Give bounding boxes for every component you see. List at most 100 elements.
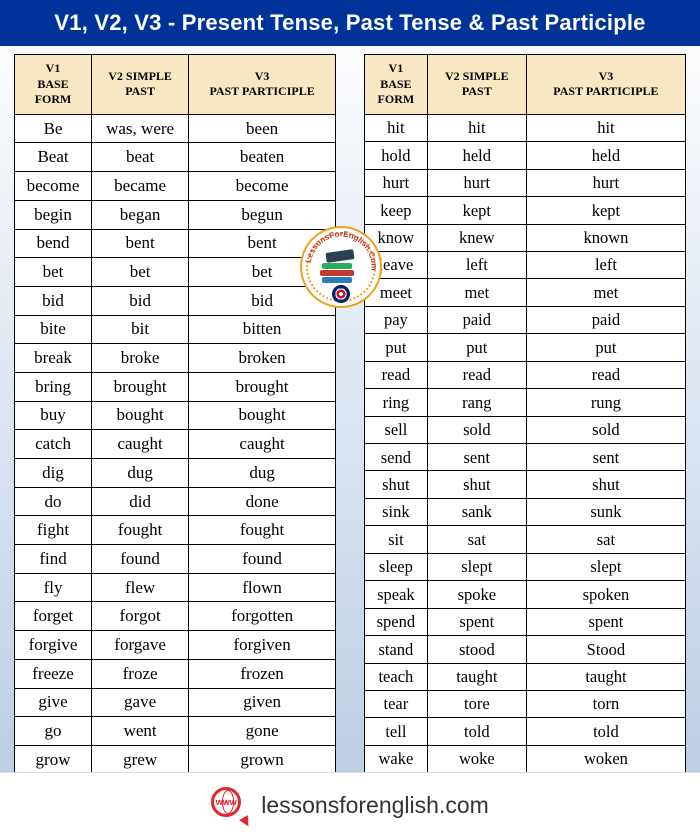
- table-cell: tell: [365, 718, 428, 745]
- table-cell: teach: [365, 663, 428, 690]
- table-cell: forgotten: [189, 602, 336, 631]
- table-cell: been: [189, 114, 336, 143]
- table-cell: wake: [365, 745, 428, 772]
- right-column: V1BASEFORM V2 SIMPLEPAST V3PAST PARTICIP…: [364, 54, 686, 832]
- table-cell: read: [526, 361, 685, 388]
- table-row: sendsentsent: [365, 444, 686, 471]
- table-cell: forgave: [92, 631, 189, 660]
- table-row: putputput: [365, 334, 686, 361]
- table-row: beginbeganbegun: [15, 200, 336, 229]
- table-cell: gave: [92, 688, 189, 717]
- table-row: bringbroughtbrought: [15, 372, 336, 401]
- table-row: sleepsleptslept: [365, 553, 686, 580]
- table-row: ringrangrung: [365, 389, 686, 416]
- table-cell: sit: [365, 526, 428, 553]
- table-cell: ring: [365, 389, 428, 416]
- table-cell: caught: [189, 430, 336, 459]
- table-cell: sunk: [526, 498, 685, 525]
- table-cell: sold: [526, 416, 685, 443]
- table-cell: bid: [92, 286, 189, 315]
- table-cell: held: [526, 142, 685, 169]
- left-column: V1BASEFORM V2 SIMPLEPAST V3PAST PARTICIP…: [14, 54, 336, 832]
- table-cell: bent: [92, 229, 189, 258]
- table-cell: known: [526, 224, 685, 251]
- table-row: bitebitbitten: [15, 315, 336, 344]
- table-cell: hit: [365, 114, 428, 141]
- table-cell: grew: [92, 745, 189, 774]
- table-cell: beaten: [189, 143, 336, 172]
- table-cell: sold: [427, 416, 526, 443]
- table-cell: bet: [15, 258, 92, 287]
- table-row: spendspentspent: [365, 608, 686, 635]
- table-row: readreadread: [365, 361, 686, 388]
- table-cell: give: [15, 688, 92, 717]
- table-cell: broken: [189, 344, 336, 373]
- table-cell: met: [526, 279, 685, 306]
- table-cell: sat: [526, 526, 685, 553]
- table-cell: found: [92, 545, 189, 574]
- table-row: breakbrokebroken: [15, 344, 336, 373]
- table-cell: sent: [526, 444, 685, 471]
- table-row: speakspokespoken: [365, 581, 686, 608]
- table-cell: go: [15, 717, 92, 746]
- table-cell: read: [427, 361, 526, 388]
- table-cell: dug: [189, 459, 336, 488]
- table-cell: flown: [189, 573, 336, 602]
- verbs-table-left: V1BASEFORM V2 SIMPLEPAST V3PAST PARTICIP…: [14, 54, 336, 832]
- table-cell: brought: [189, 372, 336, 401]
- table-cell: rang: [427, 389, 526, 416]
- table-cell: bought: [92, 401, 189, 430]
- table-cell: woke: [427, 745, 526, 772]
- table-row: knowknewknown: [365, 224, 686, 251]
- table-row: Bewas, werebeen: [15, 114, 336, 143]
- table-cell: hurt: [365, 169, 428, 196]
- table-cell: forget: [15, 602, 92, 631]
- table-row: wakewokewoken: [365, 745, 686, 772]
- uk-flag-icon: [332, 285, 350, 303]
- table-cell: become: [15, 172, 92, 201]
- table-cell: done: [189, 487, 336, 516]
- table-cell: given: [189, 688, 336, 717]
- tables-container: V1BASEFORM V2 SIMPLEPAST V3PAST PARTICIP…: [0, 46, 700, 832]
- table-cell: speak: [365, 581, 428, 608]
- table-cell: keep: [365, 197, 428, 224]
- books-icon: [322, 251, 360, 289]
- table-row: hurthurthurt: [365, 169, 686, 196]
- table-cell: bit: [92, 315, 189, 344]
- table-cell: fought: [189, 516, 336, 545]
- table-cell: shut: [526, 471, 685, 498]
- table-cell: Be: [15, 114, 92, 143]
- table-row: bidbidbid: [15, 286, 336, 315]
- table-cell: sink: [365, 498, 428, 525]
- table-row: flyflewflown: [15, 573, 336, 602]
- table-row: bendbentbent: [15, 229, 336, 258]
- table-cell: break: [15, 344, 92, 373]
- table-cell: fought: [92, 516, 189, 545]
- table-row: freezefrozefrozen: [15, 659, 336, 688]
- table-row: standstoodStood: [365, 636, 686, 663]
- table-cell: sell: [365, 416, 428, 443]
- table-row: givegavegiven: [15, 688, 336, 717]
- table-row: sellsoldsold: [365, 416, 686, 443]
- table-cell: broke: [92, 344, 189, 373]
- table-cell: stand: [365, 636, 428, 663]
- table-row: hithithit: [365, 114, 686, 141]
- table-cell: forgot: [92, 602, 189, 631]
- table-cell: put: [365, 334, 428, 361]
- table-cell: hurt: [427, 169, 526, 196]
- table-cell: sent: [427, 444, 526, 471]
- table-cell: frozen: [189, 659, 336, 688]
- table-row: telltoldtold: [365, 718, 686, 745]
- table-cell: spent: [427, 608, 526, 635]
- table-cell: do: [15, 487, 92, 516]
- table-cell: forgive: [15, 631, 92, 660]
- table-cell: held: [427, 142, 526, 169]
- table-cell: caught: [92, 430, 189, 459]
- table-cell: gone: [189, 717, 336, 746]
- table-cell: read: [365, 361, 428, 388]
- table-row: keepkeptkept: [365, 197, 686, 224]
- table-cell: kept: [427, 197, 526, 224]
- table-row: leaveleftleft: [365, 251, 686, 278]
- table-cell: sank: [427, 498, 526, 525]
- table-row: Beatbeatbeaten: [15, 143, 336, 172]
